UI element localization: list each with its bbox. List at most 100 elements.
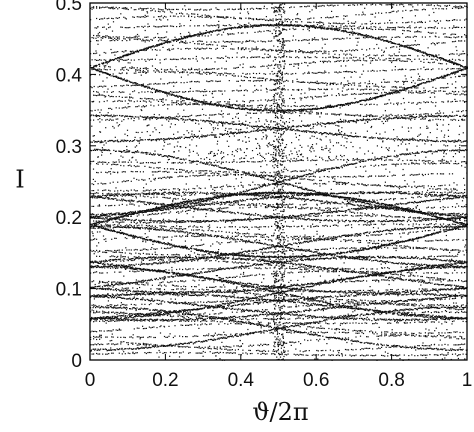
scatter-point: [460, 332, 461, 333]
scatter-point: [280, 295, 281, 296]
scatter-point: [434, 195, 435, 196]
scatter-point: [458, 250, 459, 251]
scatter-point: [209, 302, 210, 303]
scatter-point: [131, 171, 132, 172]
scatter-point: [232, 312, 233, 313]
scatter-point: [131, 313, 132, 314]
scatter-point: [357, 89, 358, 90]
scatter-point: [98, 95, 99, 96]
scatter-point: [349, 268, 350, 269]
scatter-point: [182, 100, 183, 101]
scatter-point: [419, 174, 420, 175]
scatter-point: [165, 212, 166, 213]
scatter-point: [355, 336, 356, 337]
scatter-point: [390, 302, 391, 303]
scatter-point: [306, 267, 307, 268]
scatter-point: [351, 301, 352, 302]
scatter-point: [450, 332, 451, 333]
scatter-point: [217, 175, 218, 176]
scatter-point: [295, 268, 296, 269]
scatter-point: [374, 333, 375, 334]
scatter-point: [197, 254, 198, 255]
scatter-point: [330, 210, 331, 211]
scatter-point: [435, 279, 436, 280]
scatter-point: [361, 213, 362, 214]
scatter-point: [325, 89, 326, 90]
scatter-point: [336, 298, 337, 299]
scatter-point: [402, 248, 403, 249]
scatter-point: [328, 270, 329, 271]
scatter-point: [236, 292, 237, 293]
scatter-point: [226, 175, 227, 176]
scatter-point: [387, 247, 388, 248]
scatter-point: [199, 289, 200, 290]
scatter-point: [113, 96, 114, 97]
scatter-point: [396, 245, 397, 246]
scatter-point: [220, 91, 221, 92]
scatter-point: [206, 289, 207, 290]
scatter-point: [215, 286, 216, 287]
scatter-point: [266, 294, 267, 295]
scatter-point: [298, 208, 299, 209]
scatter-point: [244, 101, 245, 102]
scatter-point: [441, 101, 442, 102]
scatter-point: [274, 99, 275, 100]
scatter-point: [95, 272, 96, 273]
scatter-point: [248, 161, 249, 162]
scatter-point: [262, 345, 263, 346]
scatter-point: [316, 225, 317, 226]
scatter-point: [262, 309, 263, 310]
scatter-point: [188, 189, 189, 190]
scatter-point: [206, 321, 207, 322]
scatter-point: [407, 266, 408, 267]
scatter-point: [440, 239, 441, 240]
scatter-point: [339, 271, 340, 272]
scatter-point: [365, 105, 366, 106]
scatter-point: [446, 336, 447, 337]
scatter-point: [270, 267, 271, 268]
scatter-point: [434, 192, 435, 193]
scatter-point: [227, 174, 228, 175]
scatter-point: [143, 328, 144, 329]
scatter-point: [429, 304, 430, 305]
scatter-point: [375, 184, 376, 185]
scatter-point: [200, 175, 201, 176]
scatter-point: [417, 247, 418, 248]
scatter-point: [179, 228, 180, 229]
scatter-point: [360, 290, 361, 291]
scatter-point: [250, 236, 251, 237]
scatter-point: [245, 236, 246, 237]
scatter-point: [99, 353, 100, 354]
scatter-point: [428, 114, 429, 115]
scatter-point: [396, 322, 397, 323]
scatter-point: [455, 207, 456, 208]
scatter-point: [294, 98, 295, 99]
scatter-point: [260, 333, 261, 334]
scatter-point: [309, 112, 310, 113]
scatter-point: [354, 235, 355, 236]
scatter-point: [182, 91, 183, 92]
scatter-point: [380, 314, 381, 315]
scatter-point: [235, 352, 236, 353]
scatter-point: [247, 293, 248, 294]
scatter-point: [303, 291, 304, 292]
scatter-point: [140, 101, 141, 102]
scatter-point: [253, 205, 254, 206]
scatter-point: [208, 258, 209, 259]
scatter-point: [392, 274, 393, 275]
scatter-point: [149, 293, 150, 294]
scatter-point: [463, 240, 464, 241]
scatter-point: [309, 350, 310, 351]
scatter-point: [190, 195, 191, 196]
scatter-point: [141, 282, 142, 283]
scatter-point: [372, 185, 373, 186]
scatter-point: [215, 260, 216, 261]
scatter-point: [401, 332, 402, 333]
scatter-point: [271, 226, 272, 227]
scatter-point: [194, 236, 195, 237]
scatter-point: [447, 332, 448, 333]
scatter-point: [460, 336, 461, 337]
scatter-point: [366, 89, 367, 90]
scatter-point: [203, 320, 204, 321]
scatter-point: [120, 281, 121, 282]
